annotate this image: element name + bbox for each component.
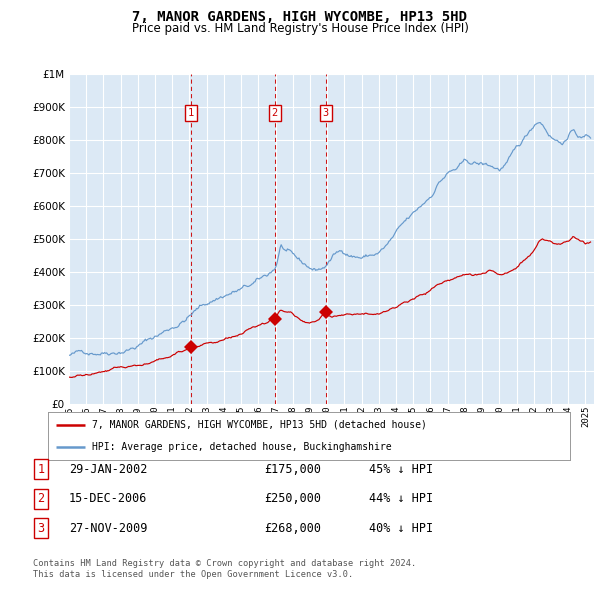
Text: £175,000: £175,000 (264, 463, 321, 476)
Text: £268,000: £268,000 (264, 522, 321, 535)
Text: 45% ↓ HPI: 45% ↓ HPI (369, 463, 433, 476)
Text: £250,000: £250,000 (264, 492, 321, 505)
Text: 44% ↓ HPI: 44% ↓ HPI (369, 492, 433, 505)
Text: 1: 1 (188, 109, 194, 119)
Text: HPI: Average price, detached house, Buckinghamshire: HPI: Average price, detached house, Buck… (92, 442, 392, 452)
Text: 40% ↓ HPI: 40% ↓ HPI (369, 522, 433, 535)
Text: 7, MANOR GARDENS, HIGH WYCOMBE, HP13 5HD (detached house): 7, MANOR GARDENS, HIGH WYCOMBE, HP13 5HD… (92, 420, 427, 430)
Text: 15-DEC-2006: 15-DEC-2006 (69, 492, 148, 505)
Text: 2: 2 (37, 492, 44, 505)
Text: 27-NOV-2009: 27-NOV-2009 (69, 522, 148, 535)
Text: 3: 3 (37, 522, 44, 535)
Text: 3: 3 (323, 109, 329, 119)
Text: Contains HM Land Registry data © Crown copyright and database right 2024.
This d: Contains HM Land Registry data © Crown c… (33, 559, 416, 579)
Text: 1: 1 (37, 463, 44, 476)
Text: 2: 2 (272, 109, 278, 119)
Text: Price paid vs. HM Land Registry's House Price Index (HPI): Price paid vs. HM Land Registry's House … (131, 22, 469, 35)
Text: 7, MANOR GARDENS, HIGH WYCOMBE, HP13 5HD: 7, MANOR GARDENS, HIGH WYCOMBE, HP13 5HD (133, 10, 467, 24)
Text: 29-JAN-2002: 29-JAN-2002 (69, 463, 148, 476)
